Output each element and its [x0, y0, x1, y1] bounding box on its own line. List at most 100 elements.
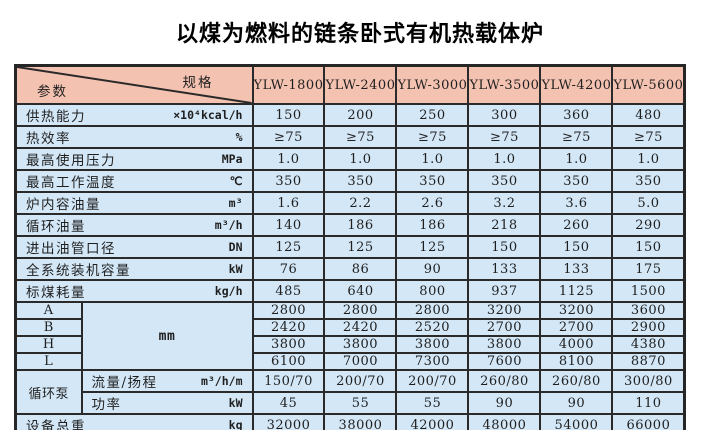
param-name: 炉内容油量: [26, 197, 101, 213]
param-cell: 流量/扬程 m³/h/m: [80, 369, 254, 393]
value-cell: 3.2: [467, 191, 542, 215]
model-header: YLW-1800: [251, 64, 326, 105]
value-cell: 350: [323, 169, 398, 193]
value-cell: 54000: [539, 413, 614, 430]
value-cell: 2900: [611, 318, 686, 337]
value-cell: 76: [251, 257, 326, 281]
param-cell: 最高使用压力 MPa: [14, 147, 254, 171]
value-cell: ≥75: [539, 125, 614, 149]
value-cell: 150/70: [251, 369, 326, 393]
dim-label: B: [14, 318, 83, 337]
value-cell: 480: [611, 103, 686, 127]
page-title: 以煤为燃料的链条卧式有机热载体炉: [175, 22, 544, 47]
value-cell: 110: [611, 391, 686, 415]
value-cell: 300/80: [611, 369, 686, 393]
value-cell: 218: [467, 213, 542, 237]
value-cell: 2800: [251, 301, 326, 320]
value-cell: 55: [323, 391, 398, 415]
diagonal-line: [17, 67, 252, 103]
param-unit: m³/h/m: [200, 374, 243, 388]
value-cell: 6100: [251, 352, 326, 371]
value-cell: 290: [611, 213, 686, 237]
spec-label: 规格: [182, 75, 214, 91]
value-cell: 1.0: [611, 147, 686, 171]
model-header: YLW-3000: [395, 64, 470, 105]
value-cell: 4380: [611, 335, 686, 354]
value-cell: 1125: [539, 279, 614, 303]
row-dimension-a: A mm 2800 2800 2800 3200 3200 3600: [14, 301, 686, 371]
param-unit: %: [235, 130, 243, 144]
param-unit: ℃: [229, 174, 243, 188]
value-cell: ≥75: [395, 125, 470, 149]
row-pump-flow-head: 循环泵 流量/扬程 m³/h/m 150/70 200/70 200/70 260…: [14, 369, 686, 415]
row-pump-power: 功率 kW 45 55 55 90 90 110: [16, 391, 686, 415]
param-label: 参数: [37, 84, 68, 100]
value-cell: 4000: [539, 335, 614, 354]
value-cell: 937: [467, 279, 542, 303]
value-cell: 140: [251, 213, 326, 237]
dim-label: L: [14, 352, 83, 371]
value-cell: 48000: [467, 413, 542, 430]
value-cell: 150: [467, 235, 542, 259]
value-cell: 175: [611, 257, 686, 281]
value-cell: 1.0: [539, 147, 614, 171]
row-circulating-oil: 循环油量 m³/h 140 186 186 218 260 290: [14, 213, 686, 237]
value-cell: 150: [251, 103, 326, 127]
value-cell: 3600: [611, 301, 686, 320]
value-cell: 350: [395, 169, 470, 193]
param-name: 供热能力: [26, 109, 86, 125]
value-cell: 1.0: [395, 147, 470, 171]
value-cell: 186: [395, 213, 470, 237]
row-installed-capacity: 全系统装机容量 kW 76 86 90 133 133 175: [14, 257, 686, 281]
value-cell: 42000: [395, 413, 470, 430]
value-cell: 350: [539, 169, 614, 193]
param-unit: m³/h: [214, 218, 243, 232]
value-cell: 3800: [323, 335, 398, 354]
value-cell: 2800: [395, 301, 470, 320]
param-unit: kg/h: [214, 284, 243, 298]
param-name: 最高工作温度: [26, 175, 116, 191]
param-unit: ×10⁴kcal/h: [173, 108, 243, 122]
row-pipe-diameter: 进出油管口径 DN 125 125 125 150 150 150: [14, 235, 686, 259]
value-cell: 45: [251, 391, 326, 415]
model-header: YLW-5600: [611, 64, 686, 105]
value-cell: 350: [467, 169, 542, 193]
value-cell: 55: [395, 391, 470, 415]
param-unit: kg: [228, 418, 243, 430]
dim-label: A: [14, 301, 83, 320]
row-dimension-b: B 2420 2420 2520 2700 2700 2900: [14, 318, 686, 337]
param-unit: DN: [228, 240, 243, 254]
value-cell: 1.0: [467, 147, 542, 171]
value-cell: 260: [539, 213, 614, 237]
row-dimension-h: H 3800 3800 3800 3800 4000 4380: [14, 335, 686, 354]
value-cell: 360: [539, 103, 614, 127]
value-cell: 3.6: [539, 191, 614, 215]
value-cell: 133: [467, 257, 542, 281]
value-cell: 125: [323, 235, 398, 259]
value-cell: 86: [323, 257, 398, 281]
value-cell: 2420: [251, 318, 326, 337]
value-cell: ≥75: [251, 125, 326, 149]
param-name: 热效率: [26, 131, 71, 147]
param-name: 流量/扬程: [91, 375, 158, 391]
param-name: 功率: [91, 397, 122, 413]
value-cell: 1.0: [251, 147, 326, 171]
value-cell: 260/80: [467, 369, 542, 393]
param-cell: 循环油量 m³/h: [14, 213, 254, 237]
param-name: 进出油管口径: [26, 241, 116, 257]
value-cell: 125: [251, 235, 326, 259]
row-oil-volume: 炉内容油量 m³ 1.6 2.2 2.6 3.2 3.6 5.0: [14, 191, 686, 215]
value-cell: 90: [539, 391, 614, 415]
value-cell: 186: [323, 213, 398, 237]
param-cell: 进出油管口径 DN: [14, 235, 254, 259]
corner-cell: 规格 参数: [14, 64, 254, 105]
dim-unit-cell: mm: [80, 301, 254, 371]
value-cell: 3800: [395, 335, 470, 354]
param-name: 设备总重: [26, 419, 86, 430]
value-cell: 8100: [539, 352, 614, 371]
value-cell: 640: [323, 279, 398, 303]
row-total-weight: 设备总重 kg 32000 38000 42000 48000 54000 660…: [14, 413, 686, 430]
param-unit: kW: [228, 262, 243, 276]
value-cell: 2520: [395, 318, 470, 337]
